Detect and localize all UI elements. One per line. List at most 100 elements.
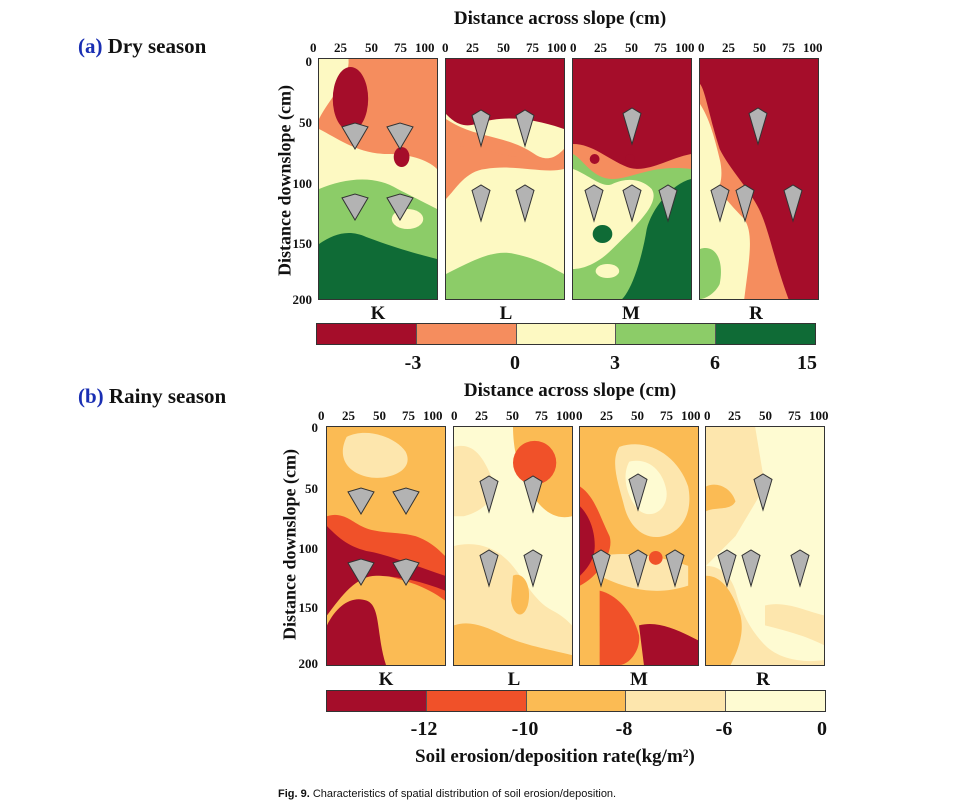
region [332,67,369,131]
region [446,146,564,194]
x-tick: 100 [803,40,823,55]
colorbar-swatch [616,324,717,344]
y-tick: 0 [311,420,319,435]
region [765,604,824,646]
x-tick: 75 [394,40,407,55]
rainy-x-ticks-k: 0 25 50 75 100 [318,408,448,424]
dry-panel-k [318,58,438,300]
x-tick: 50 [497,40,510,55]
rainy-panel-label-k: K [378,669,394,690]
dry-x-axis-title: Distance across slope (cm) [453,8,667,29]
y-tick: 50 [305,481,318,496]
figure-caption: Fig. 9. Characteristics of spatial distr… [278,788,616,800]
region [700,248,721,299]
colorbar-tick: 3 [610,352,620,374]
colorbar-tick: 0 [510,352,520,374]
dry-section-title: (a) Dry season [78,34,206,59]
y-tick: 150 [298,600,319,615]
x-tick: 25 [334,40,347,55]
x-tick: 25 [594,40,607,55]
colorbar-swatch [716,324,815,344]
colorbar-title: Soil erosion/deposition rate(kg/m²) [415,746,695,767]
dry-x-ticks-r: 0 25 50 75 100 [698,40,828,56]
x-tick: 100 [675,40,695,55]
x-tick: 50 [625,40,638,55]
x-tick: 100 [423,408,443,423]
region [513,440,557,485]
colorbar-swatch [416,324,517,344]
region [639,624,698,665]
x-tick: 100 [547,40,567,55]
y-tick: 100 [292,176,313,191]
region [446,252,564,299]
rainy-colorbar [326,690,826,712]
x-tick: 100 [415,40,435,55]
rainy-x-ticks-r: 0 25 50 75 100 [704,408,834,424]
colorbar-tick: 0 [817,718,827,740]
x-tick: 0 [318,408,325,423]
rainy-x-axis-title: Distance across slope (cm) [463,380,677,401]
x-tick: 0 [576,408,583,423]
colorbar-swatch [426,691,527,711]
dry-panel-label-k: K [370,303,386,324]
x-tick: 0 [698,40,705,55]
region [599,590,640,665]
y-tick: 50 [299,115,312,130]
region [319,233,437,299]
dry-section-name: Dry season [107,34,207,58]
region [327,526,445,616]
colorbar-swatch [626,691,727,711]
y-tick: 0 [305,54,313,69]
colorbar-tick: -12 [410,718,438,740]
x-tick: 25 [466,40,479,55]
dry-section-label: (a) [78,34,103,58]
x-tick: 50 [759,408,772,423]
dry-panel-label-l: L [499,303,513,324]
x-tick: 100 [681,408,701,423]
dry-panel-l [445,58,565,300]
dry-panel-r [699,58,819,300]
colorbar-tick: -6 [715,718,733,740]
rainy-panel-label-r: R [756,669,770,690]
x-tick: 75 [526,40,539,55]
colorbar-swatch [327,691,427,711]
region [391,209,424,229]
rainy-panel-m [579,426,699,666]
x-tick: 0 [310,40,317,55]
colorbar-tick: 15 [797,352,817,374]
region [706,484,736,512]
x-tick: 50 [373,408,386,423]
region [706,575,742,665]
x-tick: 50 [631,408,644,423]
colorbar-swatch [516,324,617,344]
dry-x-ticks-m: 0 25 50 75 100 [570,40,700,56]
rainy-section-name: Rainy season [108,384,227,408]
rainy-x-ticks-l: 0 25 50 75 100 [451,408,581,424]
colorbar-swatch [526,691,627,711]
rainy-section-title: (b) Rainy season [78,384,226,409]
colorbar-swatch [726,691,825,711]
x-tick: 25 [600,408,613,423]
x-tick: 0 [570,40,577,55]
x-tick: 0 [442,40,449,55]
x-tick: 50 [506,408,519,423]
colorbar-tick: -8 [615,718,633,740]
region [625,154,635,164]
x-tick: 25 [722,40,735,55]
rainy-x-ticks-m: 0 25 50 75 100 [576,408,706,424]
dry-panel-label-m: M [622,303,640,324]
region [589,154,600,164]
region [395,585,445,665]
region [595,264,620,278]
dry-colorbar [316,323,816,345]
x-tick: 50 [753,40,766,55]
y-tick: 150 [292,236,313,251]
x-tick: 75 [402,408,415,423]
x-tick: 75 [782,40,795,55]
dry-x-ticks-l: 0 25 50 75 100 [442,40,572,56]
rainy-panel-l [453,426,573,666]
x-tick: 0 [704,408,711,423]
x-tick: 75 [654,40,667,55]
rainy-panel-label-l: L [507,669,521,690]
x-tick: 25 [728,408,741,423]
